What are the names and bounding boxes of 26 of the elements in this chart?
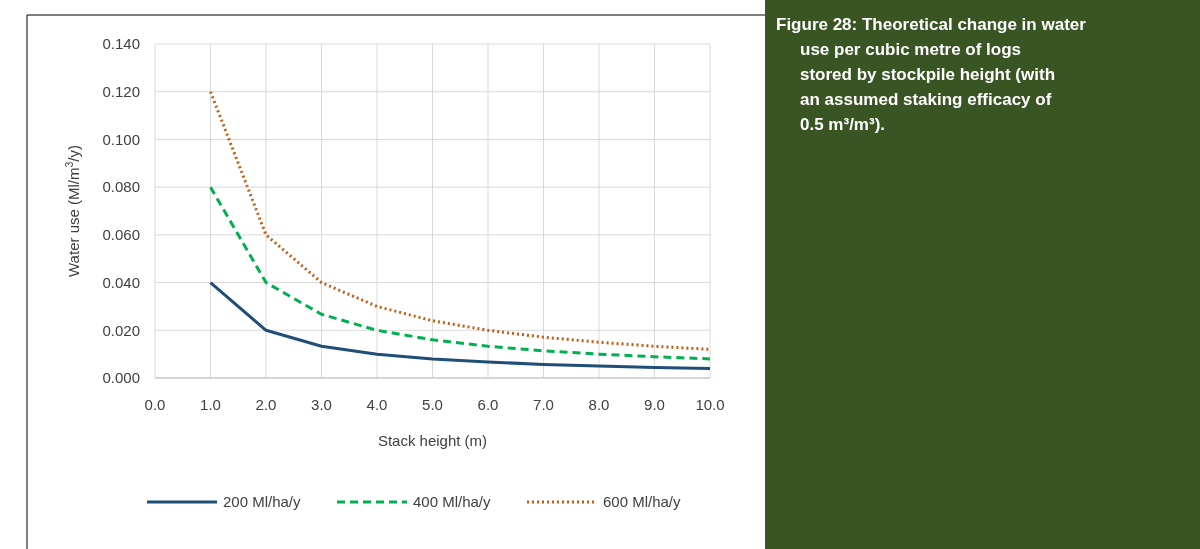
y-tick-label: 0.100 bbox=[102, 130, 140, 148]
x-tick-label: 9.0 bbox=[644, 396, 665, 413]
y-tick-label: 0.040 bbox=[102, 273, 140, 291]
legend-label: 200 Ml/ha/y bbox=[223, 493, 302, 511]
line-series bbox=[209, 281, 712, 370]
y-tick-label: 0.060 bbox=[102, 226, 140, 244]
line-series bbox=[209, 185, 712, 361]
x-tick-label: 6.0 bbox=[477, 396, 499, 413]
x-tick-label: 2.0 bbox=[255, 396, 277, 413]
y-tick-label: 0.140 bbox=[102, 35, 140, 53]
y-tick-label: 0.120 bbox=[102, 82, 140, 100]
legend-label: 600 Ml/ha/y bbox=[603, 493, 682, 511]
x-tick-label: 8.0 bbox=[588, 396, 610, 413]
y-tick-label: 0.080 bbox=[102, 178, 140, 196]
x-tick-label: 1.0 bbox=[200, 396, 221, 413]
x-tick-label: 5.0 bbox=[422, 396, 443, 413]
y-tick-label: 0.000 bbox=[102, 369, 140, 387]
x-tick-label: 10.0 bbox=[695, 396, 725, 413]
x-tick-label: 4.0 bbox=[366, 396, 388, 413]
x-tick-label: 0.0 bbox=[144, 396, 166, 413]
legend-label: 400 Ml/ha/y bbox=[413, 493, 492, 511]
y-tick-label: 0.020 bbox=[102, 321, 140, 339]
x-tick-label: 7.0 bbox=[533, 396, 554, 413]
x-tick-label: 3.0 bbox=[311, 396, 332, 413]
x-axis-title: Stack height (m) bbox=[377, 432, 488, 449]
caption: Figure 28: Theoretical change in water use per cubic metre of logs stored by stockpile height (with an assumed staking efficacy of 0.5 m³/m³). bbox=[776, 15, 1087, 134]
